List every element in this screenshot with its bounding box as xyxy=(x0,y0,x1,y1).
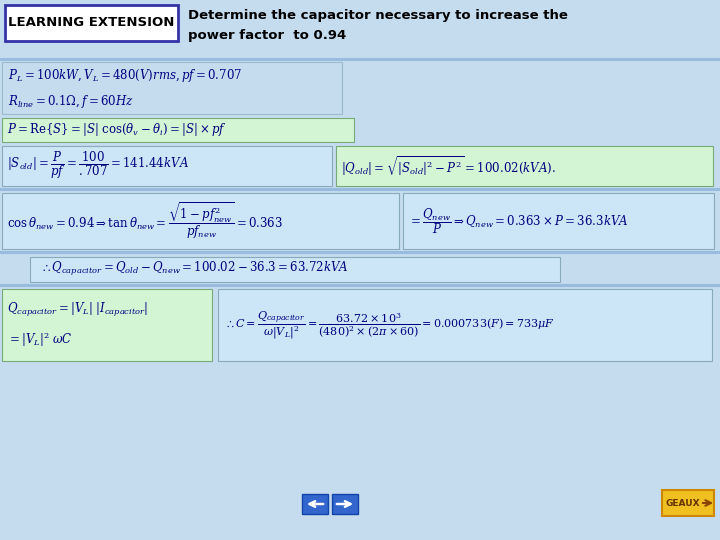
FancyBboxPatch shape xyxy=(5,5,178,41)
FancyBboxPatch shape xyxy=(336,146,713,186)
Text: $R_{line} = 0.1\Omega, f = 60Hz$: $R_{line} = 0.1\Omega, f = 60Hz$ xyxy=(8,92,134,110)
Text: $\therefore Q_{capacitor} = Q_{old} - Q_{new} = 100.02 - 36.3 = 63.72kVA$: $\therefore Q_{capacitor} = Q_{old} - Q_… xyxy=(40,260,348,278)
FancyBboxPatch shape xyxy=(30,257,560,282)
FancyBboxPatch shape xyxy=(0,188,720,190)
Text: $\cos\theta_{new} = 0.94 \Rightarrow \tan\theta_{new} = \dfrac{\sqrt{1-pf_{new}^: $\cos\theta_{new} = 0.94 \Rightarrow \ta… xyxy=(7,201,283,241)
Text: $P_L = 100kW, V_L = 480(V)rms, pf = 0.707$: $P_L = 100kW, V_L = 480(V)rms, pf = 0.70… xyxy=(8,68,242,84)
FancyBboxPatch shape xyxy=(0,0,720,58)
FancyBboxPatch shape xyxy=(662,490,714,516)
FancyBboxPatch shape xyxy=(2,193,399,249)
FancyBboxPatch shape xyxy=(302,494,328,514)
Text: LEARNING EXTENSION: LEARNING EXTENSION xyxy=(8,17,174,30)
FancyBboxPatch shape xyxy=(0,284,720,286)
Text: $|S_{old}| = \dfrac{P}{pf} = \dfrac{100}{.707} = 141.44kVA$: $|S_{old}| = \dfrac{P}{pf} = \dfrac{100}… xyxy=(7,151,189,181)
Text: $|Q_{old}| = \sqrt{|S_{old}|^2 - P^2} = 100.02(kVA).$: $|Q_{old}| = \sqrt{|S_{old}|^2 - P^2} = … xyxy=(341,154,556,178)
Text: $P = \mathrm{Re}\{S\} = |S|\;\cos(\theta_v - \theta_i) = |S| \times pf$: $P = \mathrm{Re}\{S\} = |S|\;\cos(\theta… xyxy=(7,122,227,138)
FancyBboxPatch shape xyxy=(2,146,332,186)
Text: Determine the capacitor necessary to increase the: Determine the capacitor necessary to inc… xyxy=(188,10,568,23)
Text: power factor  to 0.94: power factor to 0.94 xyxy=(188,30,346,43)
Text: $\therefore C = \dfrac{Q_{capacitor}}{\omega|V_L|^2} = \dfrac{63.72 \times 10^3}: $\therefore C = \dfrac{Q_{capacitor}}{\o… xyxy=(224,309,554,341)
Text: $Q_{capacitor} = |V_L|\;|I_{capacitor}|$: $Q_{capacitor} = |V_L|\;|I_{capacitor}|$ xyxy=(7,301,148,319)
FancyBboxPatch shape xyxy=(218,289,712,361)
Text: $= |V_L|^2\;\omega C$: $= |V_L|^2\;\omega C$ xyxy=(7,330,73,349)
FancyBboxPatch shape xyxy=(2,118,354,142)
FancyBboxPatch shape xyxy=(0,58,720,59)
Text: GEAUX: GEAUX xyxy=(666,498,701,508)
FancyBboxPatch shape xyxy=(403,193,714,249)
FancyBboxPatch shape xyxy=(2,289,212,361)
FancyBboxPatch shape xyxy=(0,251,720,253)
FancyBboxPatch shape xyxy=(332,494,358,514)
FancyBboxPatch shape xyxy=(2,62,342,114)
Text: $= \dfrac{Q_{new}}{P} \Rightarrow Q_{new} = 0.363 \times P = 36.3kVA$: $= \dfrac{Q_{new}}{P} \Rightarrow Q_{new… xyxy=(408,206,629,236)
